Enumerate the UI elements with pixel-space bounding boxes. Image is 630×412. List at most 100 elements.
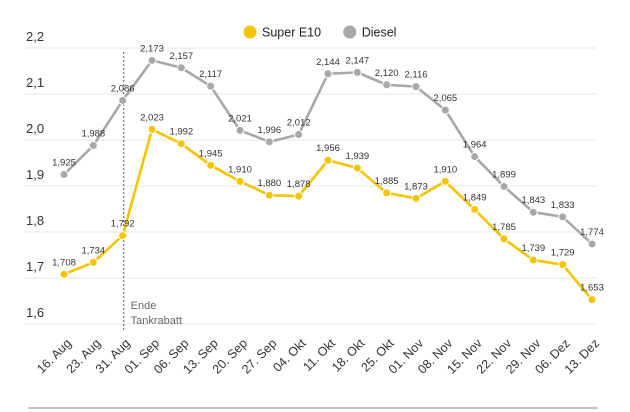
data-point <box>206 81 216 91</box>
legend-marker-0 <box>243 25 257 39</box>
data-label: 1,785 <box>492 222 516 233</box>
data-point <box>411 193 421 203</box>
data-label: 2,012 <box>287 117 311 128</box>
data-point <box>528 207 538 217</box>
y-tick-label: 1,9 <box>26 167 44 182</box>
data-point <box>59 170 69 179</box>
data-label: 2,120 <box>375 68 399 79</box>
data-label: 1,956 <box>316 143 340 154</box>
data-point <box>411 82 421 92</box>
data-point <box>499 181 509 191</box>
series-super-e10: 1,708 1,734 1,792 2,023 1,992 1,945 1,910 1,880… <box>52 112 604 305</box>
data-label: 1,843 <box>521 195 545 206</box>
data-point <box>382 80 392 90</box>
annotation-text: Ende <box>131 300 157 312</box>
data-point <box>587 295 597 305</box>
data-label: 1,964 <box>463 140 487 151</box>
data-point <box>323 69 333 79</box>
data-point <box>528 255 538 265</box>
data-label: 2,086 <box>111 83 135 94</box>
data-point <box>264 190 274 200</box>
data-label: 1,996 <box>257 125 281 136</box>
data-point <box>382 188 392 198</box>
legend-marker-1 <box>343 25 357 39</box>
y-tick-label: 2,2 <box>26 29 44 44</box>
data-point <box>352 163 362 173</box>
series-line <box>63 128 593 301</box>
data-point <box>558 260 568 270</box>
data-label: 1,792 <box>111 219 135 230</box>
data-label: 2,117 <box>199 69 222 80</box>
data-point <box>147 55 157 65</box>
data-point <box>264 137 274 147</box>
y-tick-label: 1,8 <box>26 213 44 228</box>
data-point <box>118 231 128 241</box>
annotation-text: Tankrabatt <box>131 315 182 327</box>
data-point <box>294 191 304 201</box>
data-point <box>499 234 509 244</box>
data-point <box>440 105 450 115</box>
data-label: 1,925 <box>52 158 76 169</box>
y-axis-ticks: 1,6 1,7 1,8 1,9 2,0 2,1 2,2 <box>26 29 44 320</box>
data-label: 2,157 <box>169 51 193 62</box>
y-tick-label: 1,6 <box>26 305 44 320</box>
data-label: 2,116 <box>404 70 427 81</box>
data-label: 1,774 <box>580 227 604 238</box>
data-label: 1,939 <box>345 151 369 162</box>
data-label: 1,849 <box>463 192 487 203</box>
grid-lines <box>24 47 596 325</box>
data-point <box>59 269 69 279</box>
data-point <box>440 176 450 186</box>
data-label: 1,910 <box>228 164 252 175</box>
data-point <box>118 95 128 105</box>
data-label: 2,173 <box>140 43 164 54</box>
data-point <box>235 176 245 186</box>
data-point <box>147 124 157 134</box>
data-point <box>206 160 216 170</box>
y-tick-label: 2,0 <box>26 121 44 136</box>
data-label: 1,945 <box>199 148 223 159</box>
data-point <box>470 204 480 214</box>
data-point <box>323 155 333 165</box>
data-point <box>235 125 245 135</box>
data-label: 1,885 <box>375 176 399 187</box>
data-label: 1,988 <box>81 129 105 140</box>
data-point <box>558 212 568 222</box>
x-tick-label: 04. Okt <box>270 336 309 375</box>
data-label: 1,653 <box>580 283 604 294</box>
legend: Super E10 Diesel <box>243 25 397 40</box>
data-label: 1,734 <box>81 245 105 256</box>
data-label: 1,833 <box>551 200 575 211</box>
data-label: 2,147 <box>345 55 369 66</box>
data-label: 2,023 <box>140 112 164 123</box>
data-label: 1,729 <box>551 248 575 259</box>
data-label: 1,880 <box>257 178 281 189</box>
data-label: 1,992 <box>169 127 193 138</box>
annotation-tankrabatt: Ende Tankrabatt <box>123 52 182 330</box>
data-label: 2,065 <box>433 93 457 104</box>
data-label: 1,899 <box>492 169 516 180</box>
data-label: 1,910 <box>433 164 457 175</box>
data-point <box>176 139 186 149</box>
data-label: 1,873 <box>404 181 428 192</box>
series-layer: 1,925 1,988 2,086 2,173 2,157 2,117 2,021 1,996… <box>52 43 604 305</box>
data-point <box>176 63 186 73</box>
data-label: 1,878 <box>287 179 311 190</box>
data-label: 2,021 <box>228 113 252 124</box>
data-point <box>352 67 362 77</box>
data-label: 2,144 <box>316 57 340 68</box>
legend-label-1: Diesel <box>362 26 397 40</box>
y-tick-label: 2,1 <box>26 75 44 90</box>
data-point <box>587 239 597 249</box>
data-point <box>88 141 98 151</box>
data-point <box>88 257 98 267</box>
data-label: 1,708 <box>52 257 76 268</box>
data-label: 1,739 <box>521 243 545 254</box>
series-diesel: 1,925 1,988 2,086 2,173 2,157 2,117 2,021 1,996… <box>52 43 604 249</box>
data-point <box>294 129 304 139</box>
legend-label-0: Super E10 <box>262 26 321 40</box>
data-point <box>470 152 480 162</box>
y-tick-label: 1,7 <box>26 259 44 274</box>
